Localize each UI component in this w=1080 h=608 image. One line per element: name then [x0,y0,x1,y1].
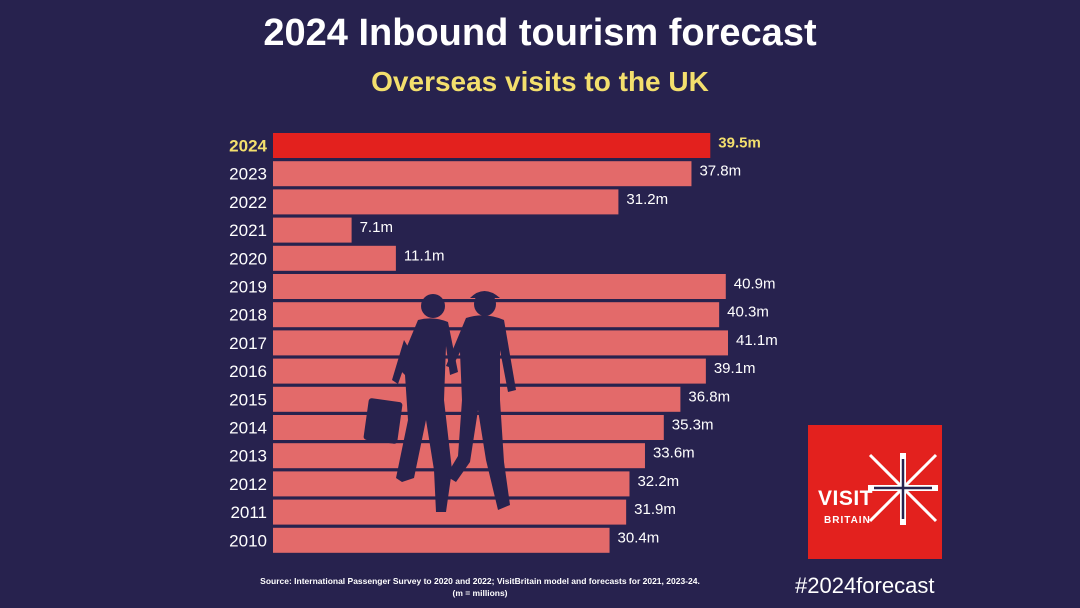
bar-2011 [273,499,627,525]
bar-2020 [273,245,396,271]
page-title: 2024 Inbound tourism forecast [263,12,817,54]
union-jack-icon [868,453,938,525]
bar-2022 [273,189,619,215]
value-label-2021: 7.1m [360,219,393,236]
category-label-2021: 2021 [229,221,267,240]
category-label-2019: 2019 [229,278,267,297]
logo-visit-text: VISIT [818,487,874,510]
value-label-2020: 11.1m [404,247,445,264]
category-label-2017: 2017 [229,334,267,353]
source-note: Source: International Passenger Survey t… [160,575,800,599]
category-label-2013: 2013 [229,447,267,466]
value-labels-group: 39.5m 37.8m 31.2m 7.1m 11.1m 40.9m 40.3m 41.1m 3… [360,135,778,547]
value-label-2017: 41.1m [736,332,778,349]
value-label-2011: 31.9m [634,501,676,518]
bar-2010 [273,527,610,553]
value-label-2019: 40.9m [734,276,776,293]
source-line: Source: International Passenger Survey t… [260,576,700,586]
value-label-2024: 39.5m [718,135,761,152]
category-label-2018: 2018 [229,306,267,325]
walking-couple-silhouette-icon [363,291,516,512]
category-label-2014: 2014 [229,419,267,438]
category-label-2011: 2011 [230,503,267,522]
bar-2024 [273,133,711,158]
category-label-2016: 2016 [229,362,267,381]
logo-britain-text: BRITAIN [824,515,871,526]
bar-2023 [273,161,692,187]
page-subtitle: Overseas visits to the UK [371,66,709,97]
value-label-2012: 32.2m [637,473,679,490]
category-label-2022: 2022 [229,193,267,212]
value-label-2022: 31.2m [626,191,668,208]
category-label-2010: 2010 [229,531,267,550]
value-label-2015: 36.8m [688,388,730,405]
value-label-2013: 33.6m [653,445,695,462]
category-label-2024: 2024 [229,137,267,156]
bar-2019 [273,274,726,299]
category-label-2023: 2023 [229,165,267,184]
value-label-2023: 37.8m [699,163,741,180]
category-label-2020: 2020 [229,249,267,268]
value-label-2016: 39.1m [714,360,756,377]
category-label-2012: 2012 [229,475,267,494]
value-label-2018: 40.3m [727,304,769,321]
bar-2021 [273,217,352,243]
units-note: (m = millions) [452,588,508,598]
category-labels-group: 2024 2023 2022 2021 2020 2019 2018 2017 2016 2015… [229,137,267,551]
hashtag: #2024forecast [795,573,935,598]
visit-britain-logo: VISIT BRITAIN [808,425,942,559]
value-label-2014: 35.3m [672,417,714,434]
value-label-2010: 30.4m [618,529,660,546]
category-label-2015: 2015 [229,390,267,409]
